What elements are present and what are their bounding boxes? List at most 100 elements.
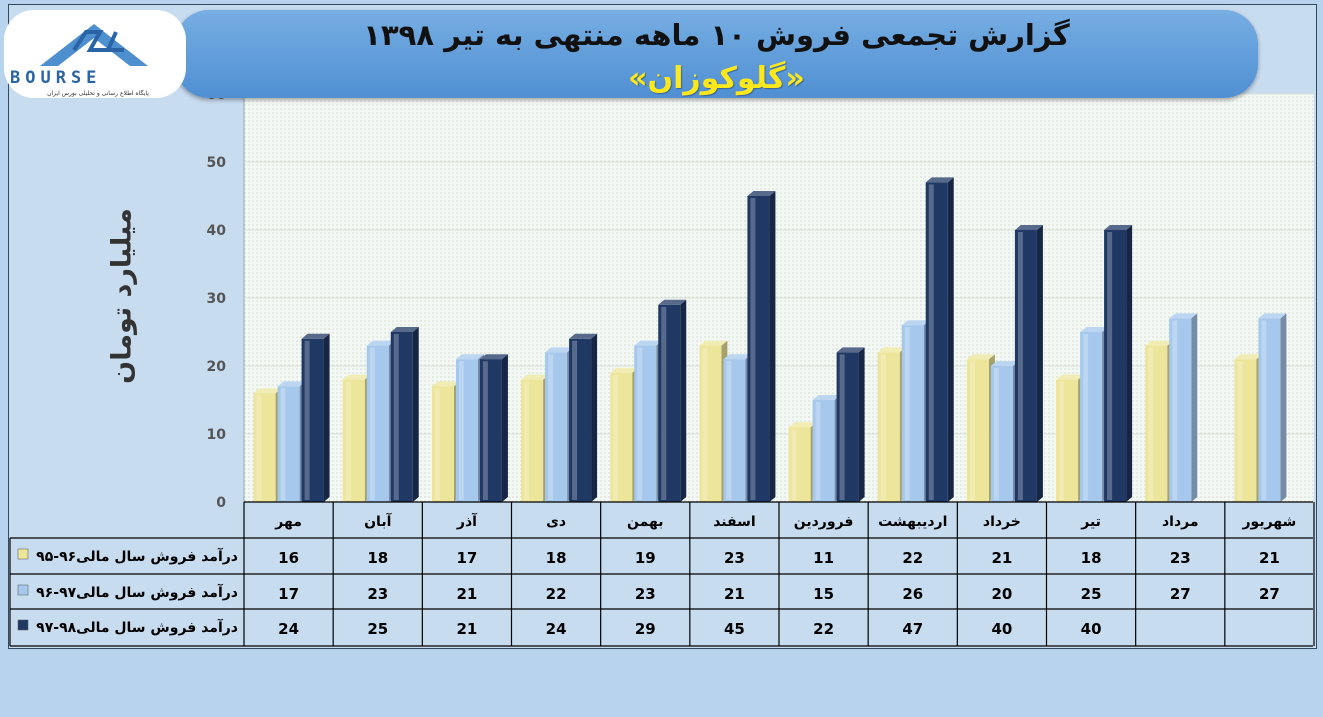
data-table-value: 21 — [1259, 549, 1280, 567]
bar-front — [342, 379, 365, 502]
bar-front — [366, 345, 389, 502]
bar-front — [1169, 318, 1192, 502]
bar-highlight — [458, 361, 464, 500]
y-tick-label: 20 — [207, 359, 227, 375]
y-tick-label: 40 — [207, 223, 227, 239]
x-category-label: دی — [546, 514, 566, 530]
bar-highlight — [1172, 320, 1178, 500]
data-table-value: 21 — [456, 620, 477, 638]
bar-front — [479, 359, 502, 502]
bar-top — [1056, 374, 1085, 380]
y-tick-label: 30 — [207, 291, 227, 307]
data-table-value: 18 — [546, 549, 567, 567]
bar-top — [342, 374, 371, 380]
data-table-value: 22 — [546, 585, 567, 603]
bar — [1145, 340, 1174, 502]
bar-top — [1169, 313, 1198, 319]
bar-top — [479, 354, 508, 360]
bar — [1104, 225, 1133, 502]
bar — [431, 381, 460, 502]
legend-swatch — [17, 584, 29, 596]
bar-side — [680, 299, 687, 502]
bar — [1014, 225, 1043, 502]
data-table-value: 25 — [367, 620, 388, 638]
bar-front — [836, 352, 859, 502]
bar-top — [545, 347, 574, 353]
bar — [1169, 313, 1198, 502]
bar-side — [412, 327, 419, 502]
bar-side — [1280, 313, 1287, 502]
x-category-label: اردیبهشت — [878, 514, 947, 530]
bar — [253, 388, 282, 502]
bar — [545, 347, 574, 502]
bar-front — [788, 427, 811, 502]
data-table-value: 23 — [724, 549, 745, 567]
bar-front — [455, 359, 478, 502]
bar-highlight — [904, 327, 910, 500]
bar-highlight — [393, 334, 399, 500]
bar — [966, 354, 995, 502]
data-table-value: 27 — [1170, 585, 1191, 603]
bar-top — [634, 340, 663, 346]
x-category-label: تیر — [1080, 514, 1101, 530]
bar-top — [610, 367, 639, 373]
bar-front — [658, 304, 681, 502]
bar-highlight — [548, 354, 554, 500]
bar-highlight — [637, 347, 643, 500]
bar-highlight — [524, 381, 530, 500]
bar — [521, 374, 550, 502]
bourse24-logo: BOURSE پایگاه اطلاع رسانی و تحلیلی بورس … — [4, 10, 186, 98]
legend-entry: درآمد فروش سال مالی۹۶-۹۵ — [36, 547, 238, 565]
bar-highlight — [1261, 320, 1267, 500]
bar-highlight — [1237, 361, 1243, 500]
y-axis-label: میلیارد تومان — [106, 208, 138, 384]
bar-side — [501, 354, 508, 502]
bar-front — [1080, 332, 1103, 502]
bar — [658, 299, 687, 502]
bar — [990, 361, 1019, 502]
bar-top — [277, 381, 306, 387]
bar-highlight — [345, 381, 351, 500]
bar-top — [836, 347, 865, 353]
bar-highlight — [1059, 381, 1065, 500]
bar-top — [569, 333, 598, 339]
bar-top — [901, 320, 930, 326]
bar — [877, 347, 906, 502]
bar-side — [1036, 225, 1043, 502]
bar — [1258, 313, 1287, 502]
bar-highlight — [304, 340, 310, 500]
bar-front — [521, 379, 544, 502]
bar-side — [323, 333, 330, 502]
bar — [747, 191, 776, 502]
bar-front — [545, 352, 568, 502]
bar-top — [788, 422, 817, 428]
bar-top — [699, 340, 728, 346]
bar-top — [1145, 340, 1174, 346]
bar-top — [1014, 225, 1043, 230]
bar-highlight — [256, 395, 262, 500]
bar — [455, 354, 484, 502]
bar-top — [966, 354, 995, 360]
bar-front — [990, 366, 1013, 502]
legend-entry: درآمد فروش سال مالی۹۷-۹۶ — [36, 583, 238, 601]
bar — [569, 333, 598, 502]
bar-top — [812, 395, 841, 400]
bar-highlight — [880, 354, 886, 500]
x-category-label: مهر — [274, 514, 302, 530]
bar-highlight — [369, 347, 375, 500]
logo-word: BOURSE — [10, 68, 102, 88]
bar — [901, 320, 930, 502]
bar-top — [990, 361, 1019, 366]
bar-highlight — [839, 354, 845, 500]
bar-highlight — [993, 368, 999, 500]
data-table-value: 15 — [813, 585, 834, 603]
bar-highlight — [661, 306, 667, 500]
data-table-value: 47 — [902, 620, 923, 638]
bar-front — [1258, 318, 1281, 502]
x-category-label: اسفند — [713, 514, 755, 530]
data-table-value: 22 — [902, 549, 923, 567]
data-table-value: 45 — [724, 620, 745, 638]
data-table-value: 24 — [546, 620, 567, 638]
bar-top — [390, 327, 419, 332]
legend-entry: درآمد فروش سال مالی۹۸-۹۷ — [36, 618, 238, 636]
